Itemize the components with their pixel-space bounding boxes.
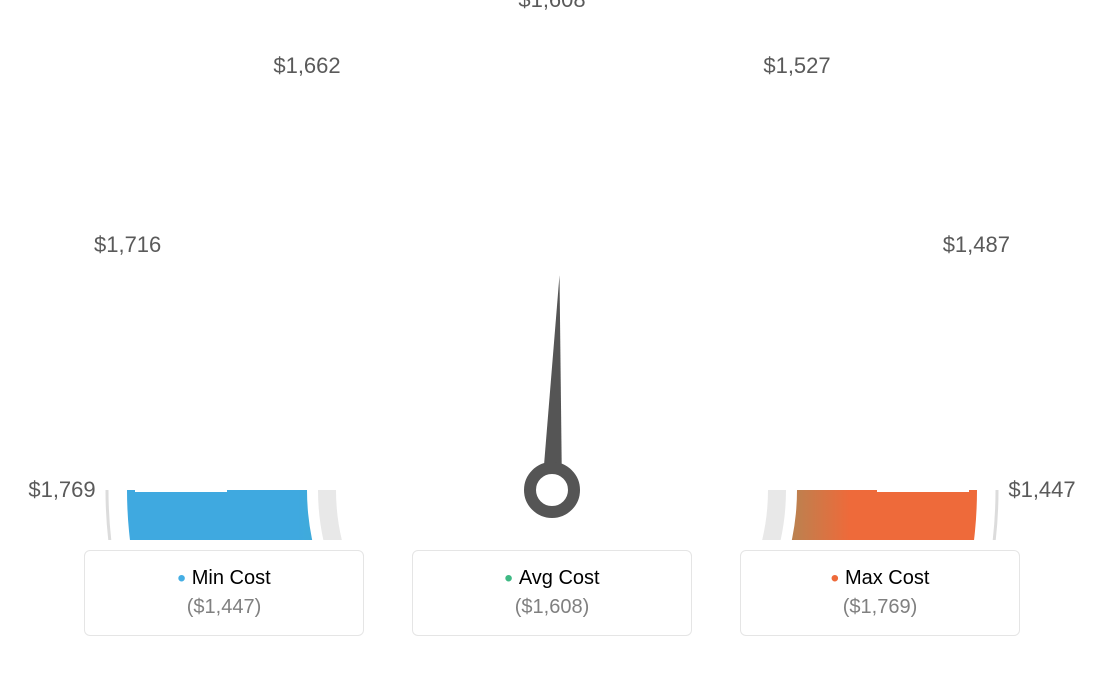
gauge-tick-label: $1,662	[273, 53, 340, 79]
legend-max-value: ($1,769)	[763, 596, 997, 619]
legend-card-max: • Max Cost ($1,769)	[740, 550, 1020, 636]
legend-card-min: • Min Cost ($1,447)	[84, 550, 364, 636]
legend-card-avg: • Avg Cost ($1,608)	[412, 550, 692, 636]
legend-max-title: • Max Cost	[763, 567, 997, 590]
legend-min-title: • Min Cost	[107, 567, 341, 590]
gauge-tick-label: $1,769	[28, 477, 95, 503]
gauge-tick-label: $1,716	[94, 232, 161, 258]
dot-icon: •	[177, 569, 185, 589]
legend-min-title-text: Min Cost	[192, 567, 271, 589]
gauge-svg	[0, 0, 1104, 540]
legend-max-title-text: Max Cost	[845, 567, 929, 589]
legend-row: • Min Cost ($1,447) • Avg Cost ($1,608) • M…	[0, 550, 1104, 636]
gauge-tick-label: $1,608	[518, 0, 585, 13]
legend-avg-value: ($1,608)	[435, 596, 669, 619]
legend-min-value: ($1,447)	[107, 596, 341, 619]
dot-icon: •	[504, 569, 512, 589]
gauge-tick-label: $1,487	[943, 232, 1010, 258]
legend-avg-title-text: Avg Cost	[519, 567, 600, 589]
gauge-tick-label: $1,447	[1008, 477, 1075, 503]
dot-icon: •	[831, 569, 839, 589]
legend-avg-title: • Avg Cost	[435, 567, 669, 590]
gauge-tick-label: $1,527	[763, 53, 830, 79]
gauge-chart: $1,447 $1,487 $1,527 $1,608 $1,662 $1,716 $1,7…	[0, 0, 1104, 540]
